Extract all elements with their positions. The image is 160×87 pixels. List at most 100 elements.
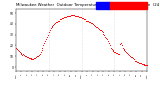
Point — [26, 57, 28, 58]
Point — [15, 47, 17, 48]
Point — [115, 52, 117, 54]
Point — [72, 14, 75, 16]
Text: Milwaukee Weather  Outdoor Temperature  vs Wind Chill  per Minute  (24 Hours): Milwaukee Weather Outdoor Temperature vs… — [16, 3, 160, 7]
Point — [24, 56, 26, 57]
Point — [117, 53, 119, 55]
Point — [32, 59, 35, 60]
Point — [46, 36, 48, 37]
Point — [116, 52, 118, 54]
Point — [109, 45, 111, 46]
Point — [139, 62, 141, 63]
Point — [33, 58, 36, 59]
Point — [86, 20, 88, 21]
Point — [48, 30, 51, 31]
Point — [100, 31, 103, 32]
Point — [27, 57, 29, 58]
Point — [83, 19, 86, 20]
Point — [49, 27, 52, 29]
Point — [93, 24, 96, 26]
Point — [104, 36, 107, 37]
Point — [82, 18, 85, 19]
Point — [143, 64, 146, 66]
Point — [144, 64, 147, 66]
Point — [129, 57, 132, 58]
Point — [61, 18, 64, 19]
Point — [67, 16, 69, 17]
Point — [99, 30, 101, 31]
Point — [37, 54, 40, 56]
Point — [70, 14, 73, 16]
Point — [47, 34, 49, 35]
Point — [103, 34, 106, 35]
Point — [136, 61, 138, 62]
Point — [71, 14, 74, 16]
Point — [124, 50, 127, 52]
Point — [97, 27, 99, 29]
Point — [64, 17, 67, 18]
Point — [140, 62, 142, 63]
Point — [58, 20, 60, 21]
Point — [88, 21, 90, 22]
Point — [55, 21, 57, 22]
Point — [88, 21, 91, 22]
Point — [44, 40, 46, 42]
Point — [133, 59, 136, 60]
Point — [37, 56, 39, 57]
Point — [141, 63, 144, 64]
Point — [40, 49, 43, 50]
Point — [79, 17, 81, 18]
Point — [81, 18, 84, 19]
Point — [130, 57, 133, 58]
Point — [132, 59, 135, 60]
Point — [125, 51, 128, 53]
Point — [87, 20, 89, 21]
Point — [146, 64, 148, 66]
Point — [35, 57, 37, 58]
Point — [65, 17, 67, 18]
Point — [98, 29, 100, 30]
Point — [118, 53, 120, 55]
Point — [43, 43, 46, 44]
Point — [63, 17, 66, 18]
Point — [45, 38, 47, 40]
Point — [36, 56, 38, 57]
Point — [18, 51, 21, 53]
Point — [90, 22, 93, 23]
Point — [142, 63, 145, 64]
Point — [101, 32, 104, 33]
Point — [80, 18, 83, 19]
Point — [122, 48, 125, 49]
Point — [58, 19, 61, 20]
Point — [145, 64, 148, 66]
Point — [30, 59, 33, 60]
Point — [102, 33, 105, 34]
Point — [16, 49, 19, 50]
Point — [41, 47, 44, 48]
Point — [123, 49, 126, 50]
Point — [108, 43, 110, 44]
Point — [105, 37, 108, 39]
Point — [68, 16, 70, 17]
Point — [79, 17, 82, 18]
Point — [69, 14, 72, 16]
Point — [134, 60, 137, 61]
Point — [62, 18, 65, 19]
Point — [42, 45, 45, 46]
Point — [51, 25, 54, 27]
Point — [29, 58, 32, 59]
Point — [28, 58, 31, 59]
Point — [78, 17, 80, 18]
Point — [59, 19, 62, 20]
Point — [135, 60, 138, 61]
Point — [60, 18, 63, 19]
Point — [137, 61, 139, 62]
Point — [54, 22, 56, 23]
Point — [52, 24, 55, 26]
Point — [89, 22, 92, 23]
Point — [17, 50, 20, 52]
Point — [94, 25, 96, 27]
Point — [25, 56, 27, 57]
Point — [128, 54, 130, 56]
Point — [91, 23, 94, 25]
Point — [56, 21, 58, 22]
